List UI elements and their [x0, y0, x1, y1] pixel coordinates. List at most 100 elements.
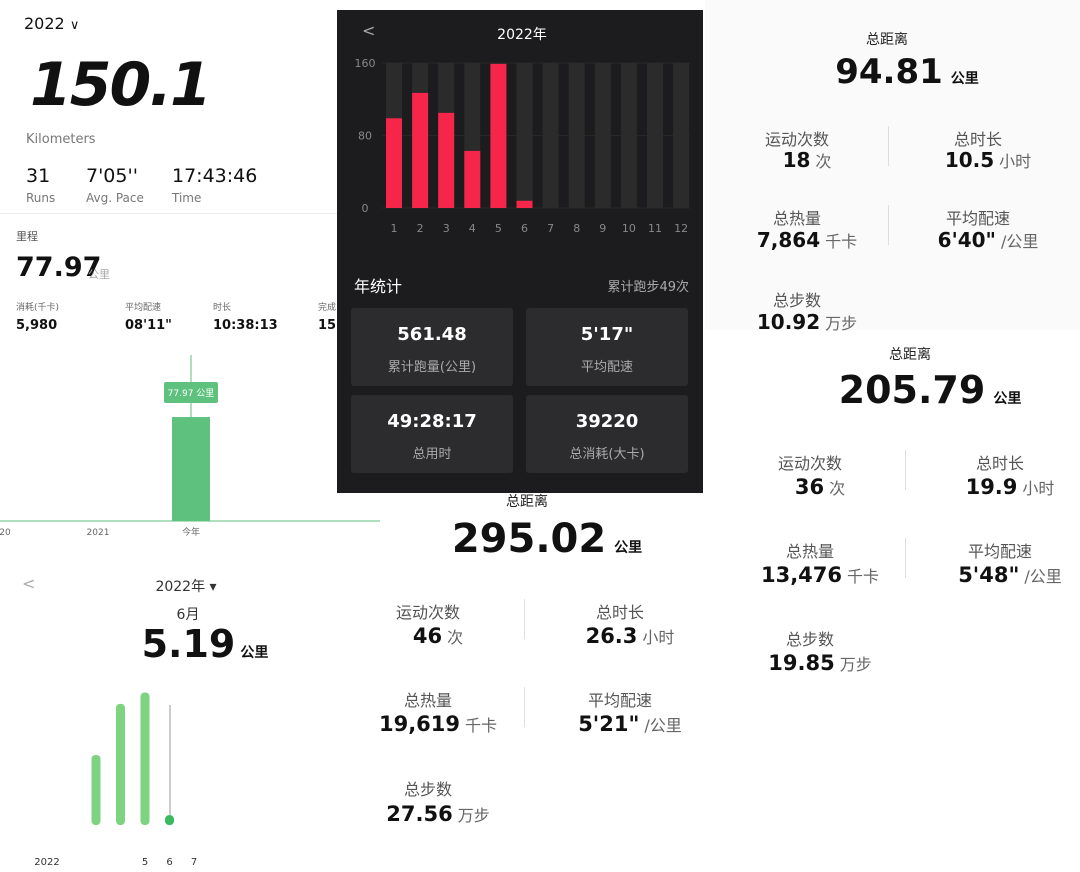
stat-label: 总时长 — [975, 454, 1025, 473]
year-selector[interactable]: 2022年 ▾ — [155, 579, 217, 595]
stat-label: 总时长 — [953, 130, 1003, 149]
chevron: ∨ — [69, 18, 80, 33]
divider — [905, 450, 906, 490]
stat-row: 19.85 万步 — [768, 651, 871, 675]
stat-label: Runs — [26, 191, 56, 205]
stat-unit: 万步 — [839, 655, 872, 674]
total-row: 205.79 公里 — [839, 368, 1022, 412]
stat-label: 消耗(千卡) — [16, 303, 60, 313]
stat-unit: 千卡 — [847, 567, 880, 586]
stat-label: 运动次数 — [777, 454, 843, 473]
stat-label: 平均配速 — [945, 209, 1011, 228]
total-row: 94.81 公里 — [835, 52, 979, 92]
stat-label: 时长 — [213, 303, 232, 313]
stat-unit: 次 — [815, 152, 832, 171]
stat-value: 17:43:46 — [172, 165, 258, 187]
stat-row: 5'48"/公里 — [958, 563, 1062, 587]
total-label: 总距离 — [506, 494, 548, 510]
stat-value: 5'48" — [958, 563, 1020, 587]
total-unit: 公里 — [614, 540, 643, 556]
year: 2022 — [24, 14, 65, 33]
stat-value: 7,864 — [756, 228, 821, 252]
stat-label: 总时长 — [595, 603, 645, 622]
stat-value: 10:38:13 — [213, 318, 278, 333]
stat-row: 6'40"/公里 — [938, 228, 1039, 252]
stat-unit: 千卡 — [465, 716, 498, 735]
stat-label: 总步数 — [403, 780, 453, 799]
divider — [905, 538, 906, 578]
stat-row: 26.3 小时 — [586, 624, 675, 648]
stat-row: 7,864 千卡 — [757, 228, 857, 252]
back-button[interactable]: < — [362, 21, 376, 40]
stat-value: 26.3 — [585, 624, 638, 648]
card-panel — [705, 0, 1080, 330]
stat-row: 10.92 万步 — [757, 310, 857, 334]
stat-value: 10.92 — [756, 310, 821, 334]
tile-value: 5'17" — [580, 324, 634, 345]
year-selector[interactable]: 2022 ∨ — [24, 14, 79, 33]
title: 里程 — [16, 230, 38, 243]
tile: 5'17" 平均配速 — [526, 308, 688, 386]
stat-row: 10.5 小时 — [945, 148, 1031, 172]
stat-value: 18 — [782, 148, 811, 172]
total: 205.79 — [838, 368, 986, 412]
stat-unit: /公里 — [1024, 567, 1062, 586]
stat-value: 08'11" — [125, 318, 172, 333]
stat-label: Avg. Pace — [86, 191, 144, 205]
stat-row: 27.56 万步 — [386, 802, 489, 826]
stat-label: 总热量 — [785, 542, 835, 561]
stat-label: Time — [172, 191, 202, 205]
stat-label: 总热量 — [772, 209, 822, 228]
distance: 5.19 — [141, 622, 236, 666]
unit: 公里 — [88, 268, 110, 281]
stat-label: 运动次数 — [764, 130, 830, 149]
stat-row: 18 次 — [783, 148, 832, 172]
stat-label: 总热量 — [403, 691, 453, 710]
distance: 77.97 — [16, 252, 102, 283]
stat-value: 7'05'' — [86, 165, 138, 187]
stat-value: 19.9 — [965, 475, 1018, 499]
stat-label: 总步数 — [785, 630, 835, 649]
title: 2022年 — [497, 27, 547, 43]
stat-unit: 千卡 — [825, 232, 858, 251]
tile: 561.48 累计跑量(公里) — [351, 308, 513, 386]
total-label: 总距离 — [866, 32, 908, 48]
divider — [887, 126, 889, 166]
stat-unit: /公里 — [1000, 232, 1039, 251]
stat-row: 46 次 — [413, 624, 463, 648]
stat-value: 19,619 — [378, 712, 461, 736]
stat-label: 平均配速 — [587, 691, 653, 710]
stat-unit: 小时 — [1022, 479, 1055, 498]
tile-label: 累计跑量(公里) — [387, 360, 477, 375]
stat-value: 36 — [794, 475, 825, 499]
stat-unit: 小时 — [999, 152, 1032, 171]
stat-row: 19.9 小时 — [966, 475, 1055, 499]
total: 295.02 — [451, 516, 607, 562]
stat-label: 运动次数 — [395, 603, 461, 622]
divider — [887, 205, 889, 245]
stat-value: 31 — [26, 165, 51, 187]
card-panel — [380, 490, 700, 872]
tile: 49:28:17 总用时 — [351, 395, 513, 473]
stat-row: 5'21"/公里 — [578, 712, 682, 736]
total-label: 总距离 — [889, 347, 931, 363]
total: 94.81 — [835, 52, 943, 92]
stat-label: 平均配速 — [967, 542, 1033, 561]
distance-row: 5.19 公里 — [142, 622, 269, 666]
tile-label: 平均配速 — [580, 360, 633, 375]
stat-row: 19,619 千卡 — [379, 712, 497, 736]
month: 6月 — [176, 607, 200, 623]
stat-row: 13,476 千卡 — [761, 563, 879, 587]
tile: 39220 总消耗(大卡) — [526, 395, 688, 473]
stat-value: 19.85 — [768, 651, 835, 675]
stat-value: 13,476 — [760, 563, 843, 587]
stat-unit: 万步 — [457, 806, 490, 825]
back-button[interactable]: < — [22, 574, 36, 593]
tile-label: 总消耗(大卡) — [569, 447, 645, 462]
stat-unit: /公里 — [644, 716, 682, 735]
stat-label: 总步数 — [772, 291, 822, 310]
total-unit: 公里 — [993, 391, 1022, 407]
tile-value: 561.48 — [397, 324, 467, 345]
stat-value: 5'21" — [578, 712, 640, 736]
